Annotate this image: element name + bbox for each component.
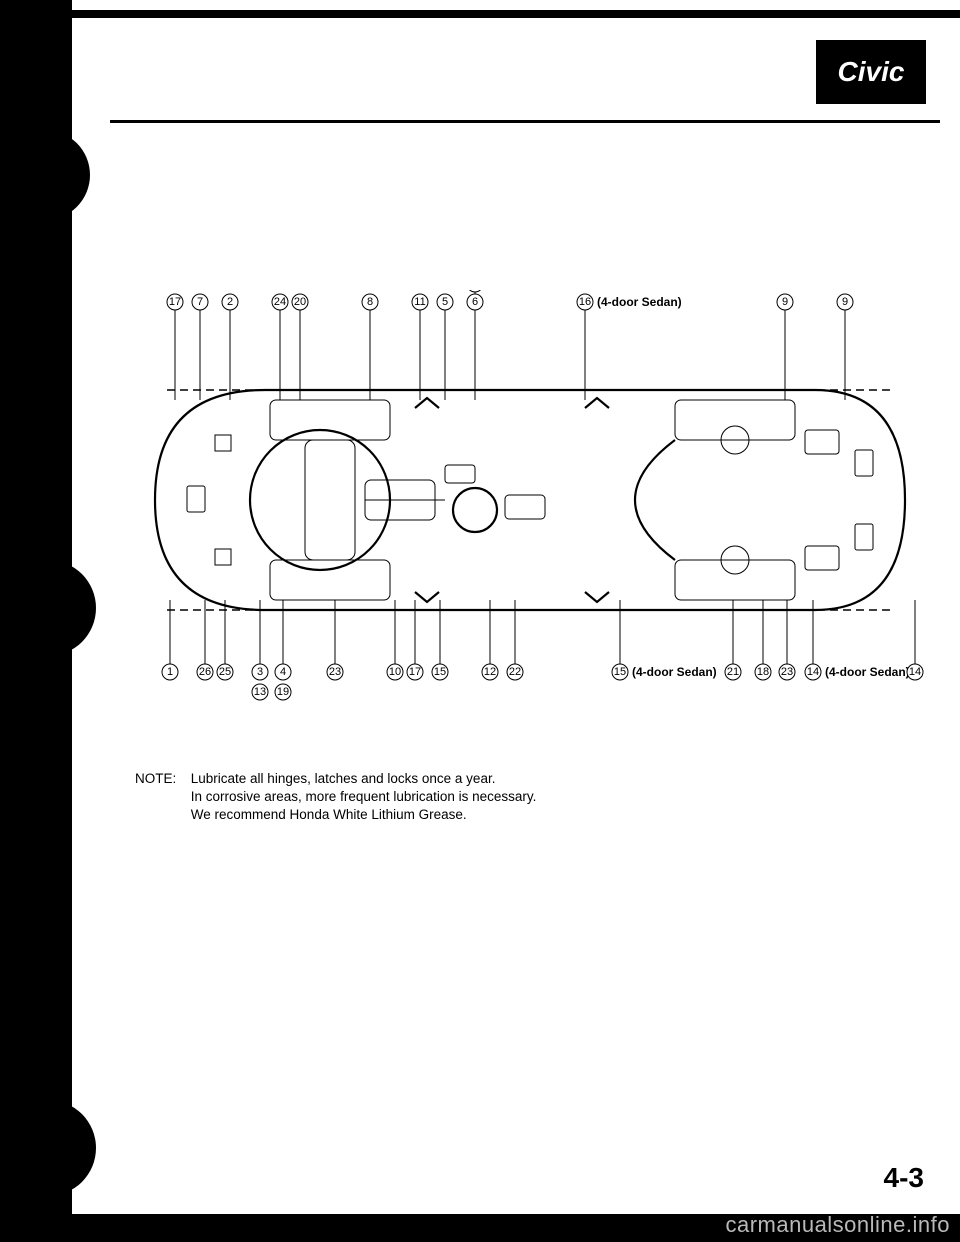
note-line-3: We recommend Honda White Lithium Grease. xyxy=(191,807,467,822)
note-label: NOTE: xyxy=(135,770,187,788)
callout-26: 26 xyxy=(197,600,213,680)
binder-knob-bottom xyxy=(0,1100,96,1196)
svg-text:12: 12 xyxy=(484,666,496,678)
svg-text:8: 8 xyxy=(367,296,373,308)
callout-3: 3 xyxy=(252,600,268,680)
callout-17: 17 xyxy=(167,294,183,400)
callout-5: 5 xyxy=(437,294,453,400)
svg-text:16: 16 xyxy=(579,296,591,308)
svg-text:22: 22 xyxy=(509,666,521,678)
svg-text:17: 17 xyxy=(169,296,181,308)
svg-text:(4-door Sedan): (4-door Sedan) xyxy=(597,295,682,309)
svg-text:5: 5 xyxy=(442,296,448,308)
svg-text:19: 19 xyxy=(277,686,289,698)
svg-text:6: 6 xyxy=(472,296,478,308)
svg-text:25: 25 xyxy=(219,666,231,678)
callout-24: 24 xyxy=(272,294,288,400)
vehicle-outline xyxy=(155,390,905,610)
callout-25: 25 xyxy=(217,600,233,680)
callout-13: 13 xyxy=(252,684,268,700)
svg-text:(4-door Sedan): (4-door Sedan) xyxy=(825,665,910,679)
brand-logo-text: Civic xyxy=(838,56,905,88)
callout-4: 4 xyxy=(275,600,291,680)
callout-8: 8 xyxy=(362,294,378,400)
callout-15: 15 xyxy=(432,600,448,680)
svg-text:18: 18 xyxy=(757,666,769,678)
svg-text:7: 7 xyxy=(197,296,203,308)
header-rule xyxy=(110,120,940,123)
callout-23: 23 xyxy=(779,600,795,680)
callout-2: 2 xyxy=(222,294,238,400)
svg-text:15: 15 xyxy=(614,666,626,678)
note-line-2: In corrosive areas, more frequent lubric… xyxy=(191,789,537,804)
callout-12: 12 xyxy=(482,600,498,680)
svg-text:17: 17 xyxy=(409,666,421,678)
svg-text:9: 9 xyxy=(782,296,788,308)
svg-text:20: 20 xyxy=(294,296,306,308)
note-body: Lubricate all hinges, latches and locks … xyxy=(191,770,711,825)
note-block: NOTE: Lubricate all hinges, latches and … xyxy=(135,770,735,825)
svg-text:24: 24 xyxy=(274,296,286,308)
diagram-svg: 177224208115616(4-door Sedan)99 11 xyxy=(115,290,925,720)
binder-knob-mid xyxy=(0,560,96,656)
callout-18: 18 xyxy=(755,600,771,680)
callout-23: 23 xyxy=(327,600,343,680)
lubrication-diagram: 177224208115616(4-door Sedan)99 11 xyxy=(115,290,925,720)
note-line-1: Lubricate all hinges, latches and locks … xyxy=(191,771,496,786)
svg-text:3: 3 xyxy=(257,666,263,678)
svg-text:(4-door Sedan): (4-door Sedan) xyxy=(632,665,717,679)
callout-14: 14 (4-door Sedan) xyxy=(805,600,910,680)
svg-text:21: 21 xyxy=(727,666,739,678)
callout-10: 10 xyxy=(387,600,403,680)
callout-16: 16 (4-door Sedan) xyxy=(577,294,682,400)
svg-text:2: 2 xyxy=(227,296,233,308)
callout-14: 14 xyxy=(907,600,923,680)
callout-9: 9 xyxy=(777,294,793,400)
callout-7: 7 xyxy=(192,294,208,400)
svg-text:23: 23 xyxy=(781,666,793,678)
svg-text:1: 1 xyxy=(167,666,173,678)
svg-text:14: 14 xyxy=(807,666,819,678)
svg-text:23: 23 xyxy=(329,666,341,678)
svg-text:14: 14 xyxy=(909,666,921,678)
svg-text:4: 4 xyxy=(280,666,286,678)
svg-text:13: 13 xyxy=(254,686,266,698)
watermark: carmanualsonline.info xyxy=(725,1212,950,1238)
svg-text:9: 9 xyxy=(842,296,848,308)
callout-9: 9 xyxy=(837,294,853,400)
svg-text:15: 15 xyxy=(434,666,446,678)
brand-logo: Civic xyxy=(816,40,926,104)
svg-text:26: 26 xyxy=(199,666,211,678)
callout-15: 15 (4-door Sedan) xyxy=(612,600,717,680)
binder-knob-top xyxy=(0,130,90,220)
callout-11: 11 xyxy=(412,294,428,400)
svg-text:11: 11 xyxy=(414,296,425,308)
callout-20: 20 xyxy=(292,294,308,400)
callout-22: 22 xyxy=(507,600,523,680)
svg-text:10: 10 xyxy=(389,666,401,678)
callout-17: 17 xyxy=(407,600,423,680)
page-number: 4-3 xyxy=(884,1162,924,1194)
callout-19: 19 xyxy=(275,684,291,700)
callout-6: 6 xyxy=(467,294,483,400)
callout-21: 21 xyxy=(725,600,741,680)
callout-1: 1 xyxy=(162,600,178,680)
